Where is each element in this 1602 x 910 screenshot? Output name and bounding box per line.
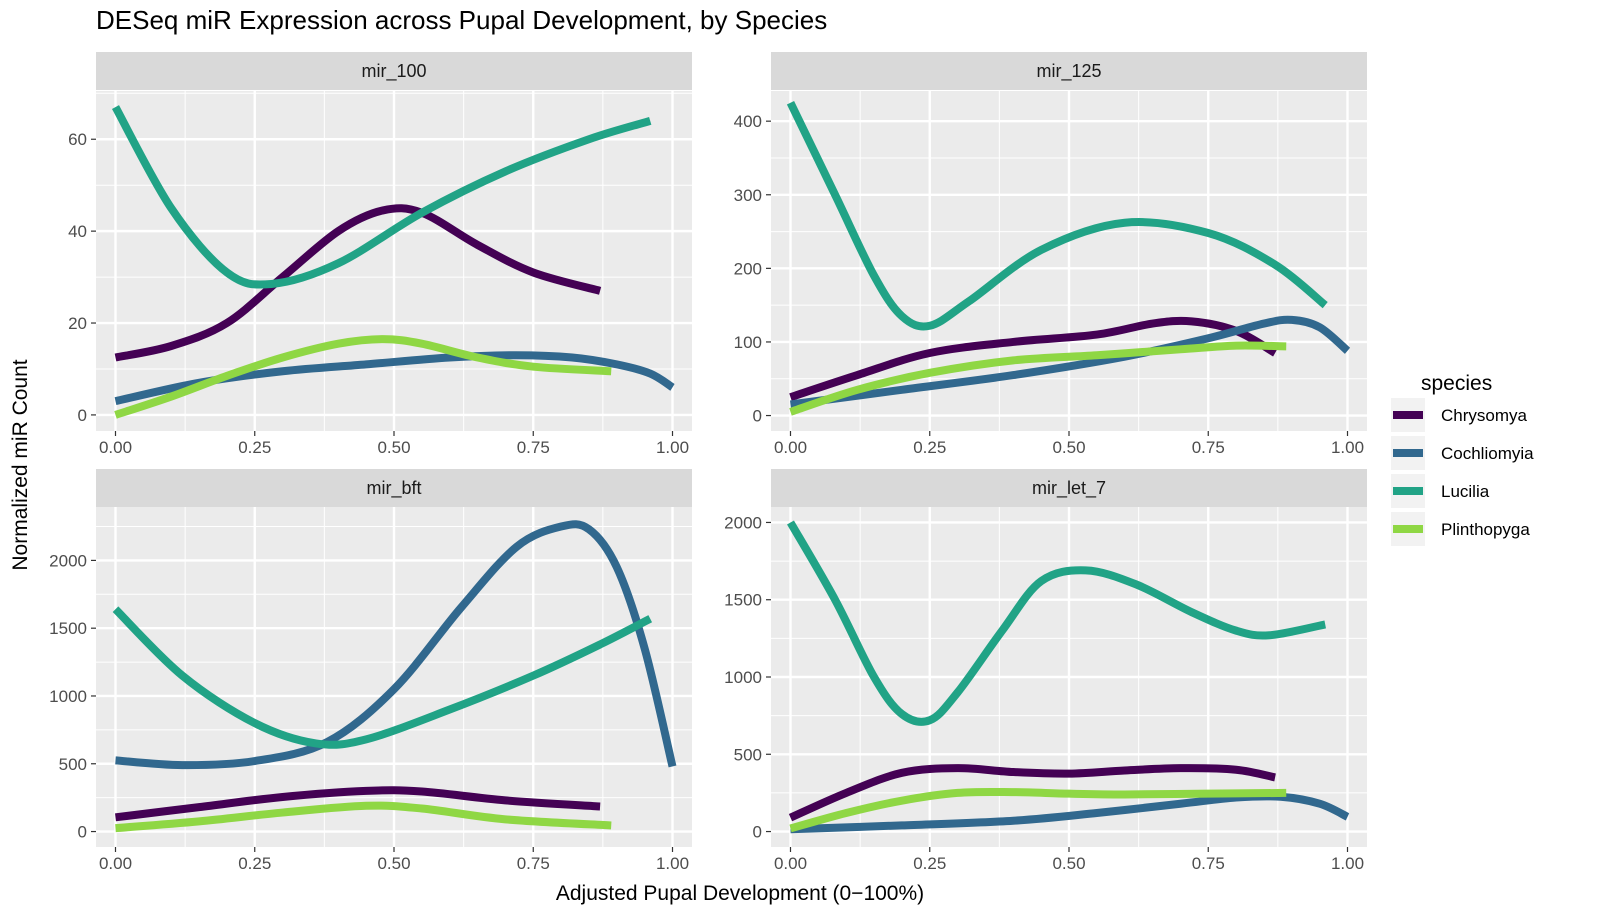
facet-strip xyxy=(96,469,692,507)
y-tick-label: 2000 xyxy=(49,551,87,570)
y-tick-label: 1000 xyxy=(49,687,87,706)
x-tick-label: 0.25 xyxy=(238,854,271,873)
y-tick-label: 0 xyxy=(78,406,87,425)
series-group xyxy=(111,105,675,419)
y-tick-label: 2000 xyxy=(724,513,762,532)
x-tick-label: 0.75 xyxy=(1192,438,1225,457)
x-tick-label: 0.00 xyxy=(99,438,132,457)
facet-strip xyxy=(771,52,1367,90)
facet-panels: mir_100 0.00 0.25 0.50 0.75 1.00 0 20 40 60 mir_12… xyxy=(49,52,1367,873)
facet-strip-label: mir_bft xyxy=(366,478,421,499)
y-tick-label: 0 xyxy=(78,823,87,842)
facet-strip-label: mir_100 xyxy=(361,61,426,82)
legend-item-chrysomya: Chrysomya xyxy=(1391,398,1528,432)
chart-title: DESeq miR Expression across Pupal Develo… xyxy=(96,5,827,35)
series-line-chrysomya xyxy=(789,316,1278,401)
y-tick-label: 1500 xyxy=(724,591,762,610)
legend-item-plinthopyga: Plinthopyga xyxy=(1391,512,1530,546)
series-line-cochliomyia xyxy=(790,792,1350,834)
x-tick-label: 1.00 xyxy=(656,438,689,457)
series-line-chrysomya xyxy=(115,786,601,822)
y-tick-label: 20 xyxy=(68,314,87,333)
y-tick-label: 60 xyxy=(68,130,87,149)
series-line-plinthopyga xyxy=(789,341,1287,416)
y-tick-label: 400 xyxy=(734,112,762,131)
legend-label: Plinthopyga xyxy=(1441,520,1530,539)
facet-strip xyxy=(96,52,692,90)
x-tick-label: 1.00 xyxy=(1331,438,1364,457)
legend-item-lucilia: Lucilia xyxy=(1391,474,1490,508)
y-tick-label: 0 xyxy=(753,823,762,842)
series-line-lucilia xyxy=(111,105,652,289)
y-tick-label: 200 xyxy=(734,259,762,278)
x-tick-label: 0.50 xyxy=(1052,438,1085,457)
y-tick-label: 1000 xyxy=(724,668,762,687)
x-tick-label: 0.75 xyxy=(517,438,550,457)
series-line-lucilia xyxy=(786,101,1328,331)
y-tick-label: 500 xyxy=(59,755,87,774)
x-tick-label: 1.00 xyxy=(656,854,689,873)
x-tick-label: 0.25 xyxy=(913,438,946,457)
series-group xyxy=(112,520,677,833)
series-line-plinthopyga xyxy=(115,801,612,833)
x-axis-title: Adjusted Pupal Development (0−100%) xyxy=(556,882,924,905)
series-line-cochliomyia xyxy=(115,520,677,770)
legend-label: Cochliomyia xyxy=(1441,444,1534,463)
series-group xyxy=(787,520,1350,834)
legend-items: Chrysomya Cochliomyia Lucilia Plinthopyga xyxy=(1391,398,1534,546)
x-tick-label: 0.25 xyxy=(913,854,946,873)
series-line-chrysomya xyxy=(114,204,602,362)
series-line-chrysomya xyxy=(788,764,1276,822)
legend: species Chrysomya Cochliomyia Lucilia Plint… xyxy=(1391,372,1534,546)
series-line-lucilia xyxy=(787,520,1327,726)
y-tick-label: 1500 xyxy=(49,619,87,638)
legend-label: Chrysomya xyxy=(1441,406,1528,425)
x-tick-label: 0.25 xyxy=(238,438,271,457)
x-tick-label: 1.00 xyxy=(1331,854,1364,873)
x-tick-label: 0.00 xyxy=(99,854,132,873)
x-tick-label: 0.00 xyxy=(774,854,807,873)
series-line-plinthopyga xyxy=(789,787,1287,833)
legend-title: species xyxy=(1421,372,1492,395)
facet-panel-mir-bft: mir_bft 0.00 0.25 0.50 0.75 1.00 0 500 1000 1500 2… xyxy=(49,469,692,873)
series-group xyxy=(786,101,1351,416)
series-line-plinthopyga xyxy=(114,335,612,419)
x-tick-label: 0.50 xyxy=(377,438,410,457)
y-tick-label: 40 xyxy=(68,222,87,241)
facet-strip-label: mir_let_7 xyxy=(1032,478,1106,499)
facet-panel-mir-100: mir_100 0.00 0.25 0.50 0.75 1.00 0 20 40 60 xyxy=(68,52,692,457)
legend-label: Lucilia xyxy=(1441,482,1490,501)
x-tick-label: 0.50 xyxy=(1052,854,1085,873)
facet-panel-mir-let-7: mir_let_7 0.00 0.25 0.50 0.75 1.00 0 500 1000 150… xyxy=(724,469,1367,873)
y-tick-label: 100 xyxy=(734,333,762,352)
facet-strip xyxy=(771,469,1367,507)
x-tick-label: 0.50 xyxy=(377,854,410,873)
legend-item-cochliomyia: Cochliomyia xyxy=(1391,436,1534,470)
y-axis-title: Normalized miR Count xyxy=(9,359,32,570)
x-tick-label: 0.75 xyxy=(1192,854,1225,873)
x-tick-label: 0.75 xyxy=(517,854,550,873)
y-tick-label: 500 xyxy=(734,745,762,764)
x-tick-label: 0.00 xyxy=(774,438,807,457)
y-tick-label: 0 xyxy=(753,407,762,426)
y-tick-label: 300 xyxy=(734,186,762,205)
facet-strip-label: mir_125 xyxy=(1036,61,1101,82)
series-line-lucilia xyxy=(112,606,653,749)
facet-panel-mir-125: mir_125 0.00 0.25 0.50 0.75 1.00 0 100 200 300 400 xyxy=(734,52,1367,457)
